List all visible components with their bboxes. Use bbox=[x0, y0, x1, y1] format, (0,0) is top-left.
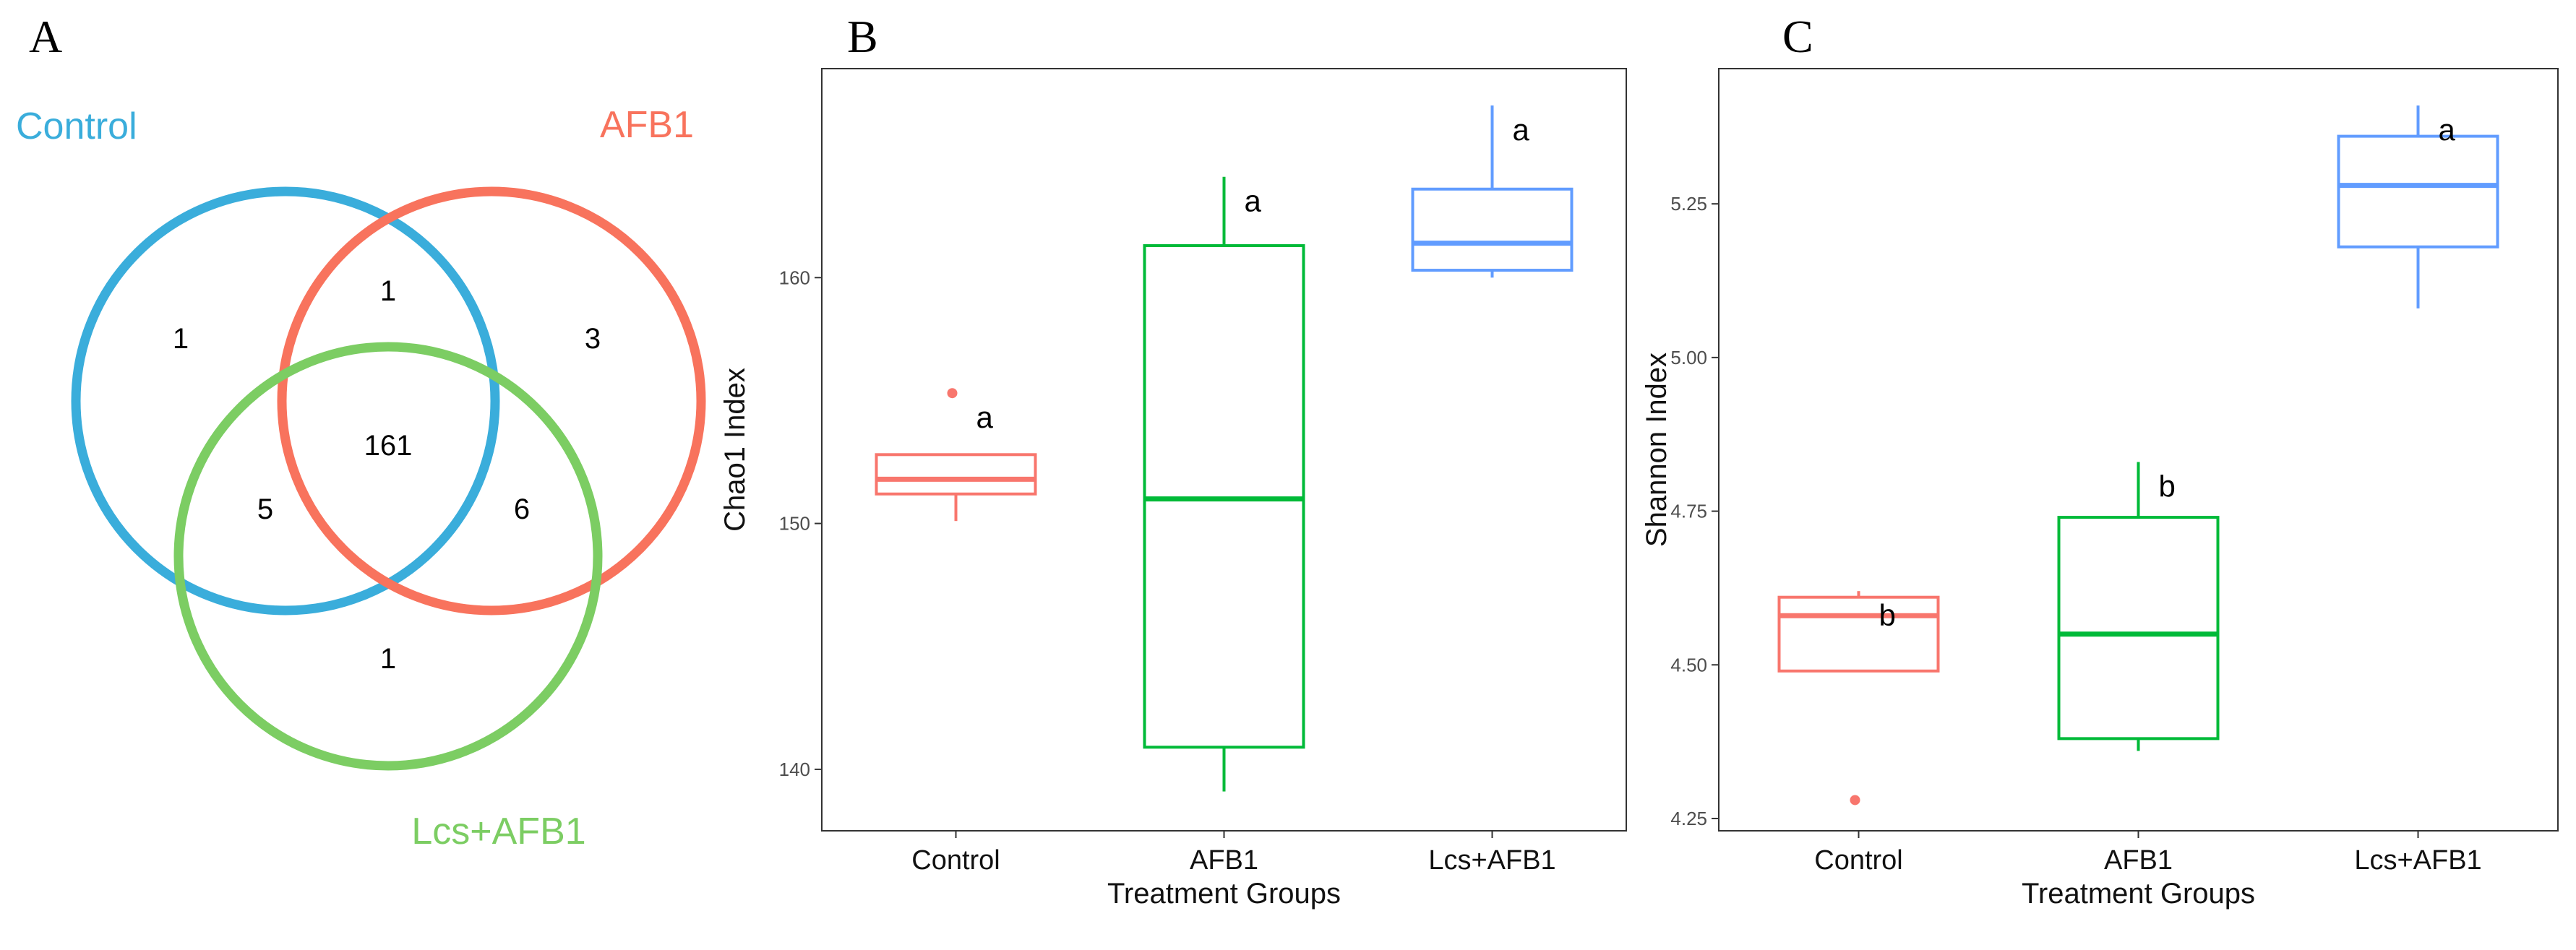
panel-letter-b: B bbox=[847, 11, 878, 62]
panel-letter-a: A bbox=[29, 11, 62, 62]
x-axis-label: Treatment Groups bbox=[2022, 878, 2255, 910]
venn-count-control-only: 1 bbox=[173, 323, 189, 355]
y-tick-label: 5.00 bbox=[1670, 347, 1707, 368]
significance-letter: b bbox=[1879, 598, 1896, 632]
venn-count-all-three: 161 bbox=[364, 430, 413, 462]
y-axis-label: Chao1 Index bbox=[719, 368, 751, 532]
venn-count-control-lcs: 5 bbox=[257, 493, 273, 525]
x-tick-label: Control bbox=[1814, 845, 1903, 876]
y-tick-label: 140 bbox=[779, 759, 810, 780]
venn-count-lcs-only: 1 bbox=[380, 643, 396, 675]
x-tick-label: AFB1 bbox=[2104, 845, 2173, 876]
significance-letter: a bbox=[976, 400, 994, 434]
shannon-boxplot: 4.25 4.50 4.75 5.00 5.25 Control AFB1 Lcs+AFB1 T… bbox=[1641, 68, 2559, 910]
chao1-boxplot: 140 150 160 Control AFB1 Lcs+AFB1 Treatment Gr… bbox=[719, 68, 1627, 910]
significance-letter: a bbox=[1245, 184, 1262, 218]
venn-label-control: Control bbox=[16, 105, 137, 147]
venn-circle-lcs-afb1 bbox=[173, 342, 603, 771]
x-tick-label: Lcs+AFB1 bbox=[1428, 845, 1555, 876]
box-iqr bbox=[2337, 134, 2499, 249]
venn-label-afb1: AFB1 bbox=[600, 104, 694, 146]
box-iqr bbox=[1777, 595, 1940, 673]
y-tick-label: 160 bbox=[779, 267, 810, 288]
y-tick-label: 4.75 bbox=[1670, 501, 1707, 522]
venn-count-afb1-only: 3 bbox=[585, 323, 601, 355]
panel-letter-c: C bbox=[1782, 11, 1813, 62]
box-iqr bbox=[875, 453, 1037, 496]
y-tick-label: 150 bbox=[779, 513, 810, 535]
venn-circle-control bbox=[71, 186, 500, 616]
chao1-panel: B 140 150 160 Control AFB1 Lcs+AFB1 Treatment … bbox=[719, 11, 1627, 910]
venn-count-afb1-lcs: 6 bbox=[514, 493, 530, 525]
outlier-point bbox=[1850, 795, 1860, 806]
shannon-panel: C 4.25 4.50 4.75 5.00 5.25 Control AFB1 Lcs+AFB… bbox=[1641, 11, 2559, 910]
venn-label-lcs-afb1: Lcs+AFB1 bbox=[411, 811, 585, 852]
box-iqr bbox=[1411, 187, 1573, 272]
x-tick-label: AFB1 bbox=[1190, 845, 1258, 876]
venn-circle-afb1 bbox=[277, 186, 706, 616]
significance-letter: a bbox=[1513, 113, 1530, 147]
y-tick-label: 4.25 bbox=[1670, 808, 1707, 829]
outlier-point bbox=[947, 388, 958, 399]
y-tick-label: 5.25 bbox=[1670, 193, 1707, 215]
y-axis-label: Shannon Index bbox=[1641, 353, 1673, 547]
significance-letter: b bbox=[2159, 470, 2176, 504]
box-iqr bbox=[2057, 516, 2220, 740]
y-tick-label: 4.50 bbox=[1670, 654, 1707, 675]
venn-count-control-afb1: 1 bbox=[380, 275, 396, 307]
venn-panel: A Control AFB1 Lcs+AFB1 1 1 3 161 5 6 1 bbox=[16, 11, 706, 852]
significance-letter: a bbox=[2439, 113, 2456, 147]
x-axis-label: Treatment Groups bbox=[1107, 878, 1341, 910]
x-tick-label: Control bbox=[911, 845, 1000, 876]
x-tick-label: Lcs+AFB1 bbox=[2354, 845, 2481, 876]
